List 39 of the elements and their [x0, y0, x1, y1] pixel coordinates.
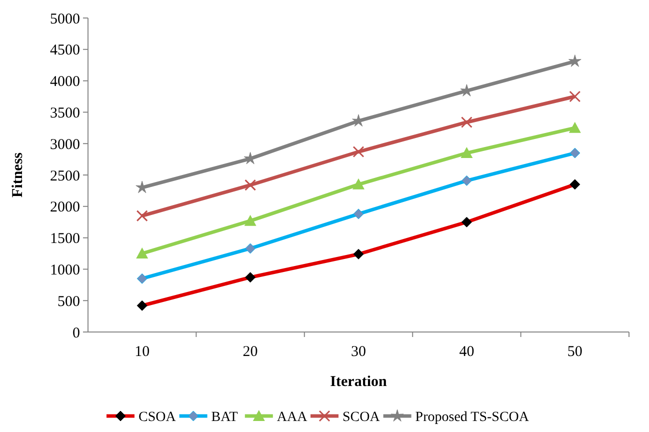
point	[136, 248, 148, 258]
x-axis-title: Iteration	[330, 374, 388, 390]
point	[570, 148, 580, 158]
legend-label: CSOA	[138, 410, 177, 425]
y-tick-label: 0	[72, 325, 80, 342]
y-tick-label: 4000	[50, 74, 80, 90]
point	[569, 90, 581, 102]
point	[245, 243, 256, 254]
point	[568, 122, 581, 133]
x-tick-label: 50	[567, 344, 582, 360]
point	[460, 147, 473, 158]
point	[352, 146, 364, 158]
point	[136, 273, 148, 284]
point	[244, 214, 256, 226]
legend-label: Proposed TS-SCOA	[415, 410, 530, 425]
legend-label: AAA	[276, 410, 308, 425]
point	[353, 208, 364, 220]
y-tick-label: 2000	[50, 200, 80, 216]
legend-label: SCOA	[342, 410, 381, 425]
point	[352, 178, 364, 190]
x-tick-label: 30	[351, 344, 366, 360]
y-tick-label: 500	[58, 294, 80, 310]
legend-label: BAT	[211, 410, 238, 425]
y-tick-label: 4500	[50, 42, 80, 59]
x-tick-label: 20	[242, 344, 258, 360]
y-tick-label: 3500	[50, 105, 80, 122]
point	[568, 54, 582, 67]
point	[244, 179, 256, 191]
y-tick-label: 3000	[50, 136, 80, 153]
y-tick-label: 2500	[50, 168, 80, 184]
y-tick-label: 5000	[50, 11, 80, 28]
point	[136, 210, 148, 222]
x-tick-label: 10	[134, 344, 150, 360]
x-tick-label: 40	[459, 344, 474, 360]
point	[460, 116, 472, 128]
y-tick-label: 1500	[50, 231, 80, 248]
y-tick-label: 1000	[50, 262, 80, 278]
point	[461, 175, 472, 186]
y-axis-title: Fitness	[10, 152, 26, 198]
